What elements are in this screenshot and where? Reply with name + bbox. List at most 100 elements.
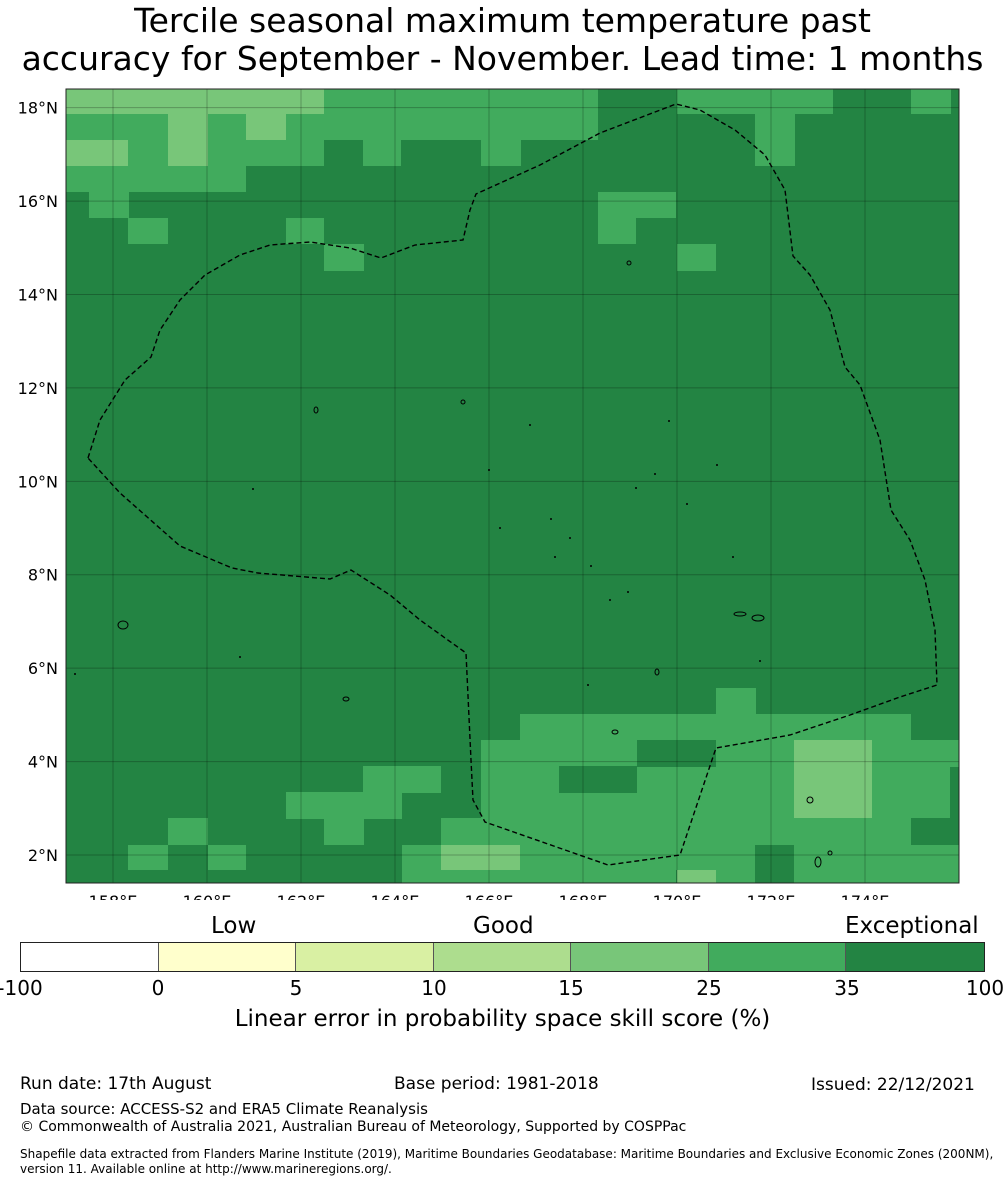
colorbar-segment xyxy=(846,943,985,971)
skill-cell xyxy=(324,818,364,845)
skill-cell xyxy=(520,845,755,870)
colorbar-segment xyxy=(570,943,709,971)
lat-tick-label: 4°N xyxy=(28,753,58,772)
skill-cell xyxy=(481,740,637,767)
skill-cell xyxy=(66,166,246,192)
colorbar-segment xyxy=(708,943,847,971)
island-dot xyxy=(488,469,490,471)
skill-cell xyxy=(755,845,794,883)
island-outline xyxy=(313,406,319,414)
skill-cell xyxy=(559,766,637,793)
skill-cell xyxy=(286,792,402,819)
island-dot xyxy=(550,518,552,520)
island-outline xyxy=(733,611,747,617)
issued-date: Issued: 22/12/2021 xyxy=(811,1075,975,1095)
skill-cell xyxy=(794,870,959,883)
skill-cell xyxy=(363,140,401,166)
skill-cell xyxy=(677,244,716,271)
lat-tick-label: 14°N xyxy=(18,286,58,305)
lon-tick-label: 164°E xyxy=(371,892,420,900)
legend-exceptional: Exceptional xyxy=(845,913,979,939)
lat-tick-label: 18°N xyxy=(18,99,58,118)
skill-cell xyxy=(911,89,951,114)
island-outlines xyxy=(74,260,833,868)
title-line-1: Tercile seasonal maximum temperature pas… xyxy=(134,1,871,40)
skill-cell xyxy=(441,845,520,870)
island-dot xyxy=(627,591,629,593)
lon-tick-label: 170°E xyxy=(653,892,702,900)
skill-cell xyxy=(716,688,756,715)
skill-cell xyxy=(66,89,324,114)
colorbar-tick-label: -100 xyxy=(0,976,43,1000)
skill-cell xyxy=(716,870,755,883)
island-outline xyxy=(751,614,765,622)
colorbar-tick-label: 25 xyxy=(696,976,722,1000)
skill-cell xyxy=(872,740,959,767)
island-dot xyxy=(569,537,571,539)
skill-cell xyxy=(794,766,872,818)
island-dot xyxy=(609,599,611,601)
skill-cell xyxy=(128,218,168,244)
longitude-ticks: 158°E 160°E 162°E 164°E 166°E 168°E 170°E 172°E… xyxy=(89,892,890,900)
skill-cell xyxy=(598,218,636,244)
colorbar-tick-label: 10 xyxy=(421,976,447,1000)
island-outline xyxy=(626,260,632,266)
legend-low: Low xyxy=(211,913,257,939)
skill-cell xyxy=(168,114,208,166)
skill-cell xyxy=(520,714,637,740)
lat-tick-label: 2°N xyxy=(28,846,58,865)
skill-cell xyxy=(637,766,794,793)
base-period: Base period: 1981-2018 xyxy=(394,1074,599,1094)
legend-good: Good xyxy=(473,913,534,939)
skill-cell xyxy=(89,192,129,218)
island-dot xyxy=(668,420,670,422)
skill-cell xyxy=(286,114,598,140)
skill-cell xyxy=(441,818,794,845)
skill-cell xyxy=(286,218,324,244)
lat-tick-label: 10°N xyxy=(18,472,58,491)
shapefile-note-2: version 11. Available online at http://w… xyxy=(20,1162,392,1176)
map-frame xyxy=(65,88,960,884)
island-dot xyxy=(590,565,592,567)
island-dot xyxy=(554,556,556,558)
island-outline xyxy=(460,399,466,405)
skill-cell xyxy=(872,766,950,793)
island-outline xyxy=(611,729,619,735)
latitude-ticks: 2°N 4°N 6°N 8°N 10°N 12°N 14°N 16°N 18°N xyxy=(18,99,58,865)
eez-boundary xyxy=(87,103,938,866)
skill-cell xyxy=(481,792,794,819)
data-source: Data source: ACCESS-S2 and ERA5 Climate … xyxy=(20,1100,428,1118)
skill-cell xyxy=(794,845,959,870)
lat-tick-label: 12°N xyxy=(18,379,58,398)
skill-cell xyxy=(128,845,168,870)
island-outline xyxy=(117,620,129,630)
island-dot xyxy=(716,464,718,466)
skill-cell xyxy=(481,766,559,793)
lon-tick-label: 168°E xyxy=(559,892,608,900)
skill-cell xyxy=(794,740,872,767)
island-dot xyxy=(499,527,501,529)
colorbar-segment xyxy=(158,943,297,971)
map-title: Tercile seasonal maximum temperature pas… xyxy=(0,2,1005,78)
skill-cell xyxy=(755,114,795,166)
island-dot xyxy=(74,673,76,675)
island-dot xyxy=(252,488,254,490)
shapefile-note-1: Shapefile data extracted from Flanders M… xyxy=(20,1147,994,1161)
copyright: © Commonwealth of Australia 2021, Austra… xyxy=(20,1119,687,1135)
lon-tick-label: 162°E xyxy=(277,892,326,900)
skill-cell xyxy=(363,766,441,793)
lon-tick-label: 172°E xyxy=(747,892,796,900)
colorbar-tick-label: 5 xyxy=(289,976,303,1000)
colorbar-tick-label: 35 xyxy=(834,976,860,1000)
colorbar xyxy=(20,942,985,972)
run-date: Run date: 17th August xyxy=(20,1074,212,1094)
skill-cell xyxy=(794,818,911,845)
skill-cell xyxy=(677,89,833,114)
island-outline xyxy=(814,856,822,868)
skill-grid xyxy=(66,89,959,883)
colorbar-segment xyxy=(296,943,435,971)
colorbar-label: Linear error in probability space skill … xyxy=(234,1006,771,1032)
lat-tick-label: 6°N xyxy=(28,659,58,678)
island-dot xyxy=(732,556,734,558)
skill-cell xyxy=(481,140,521,166)
